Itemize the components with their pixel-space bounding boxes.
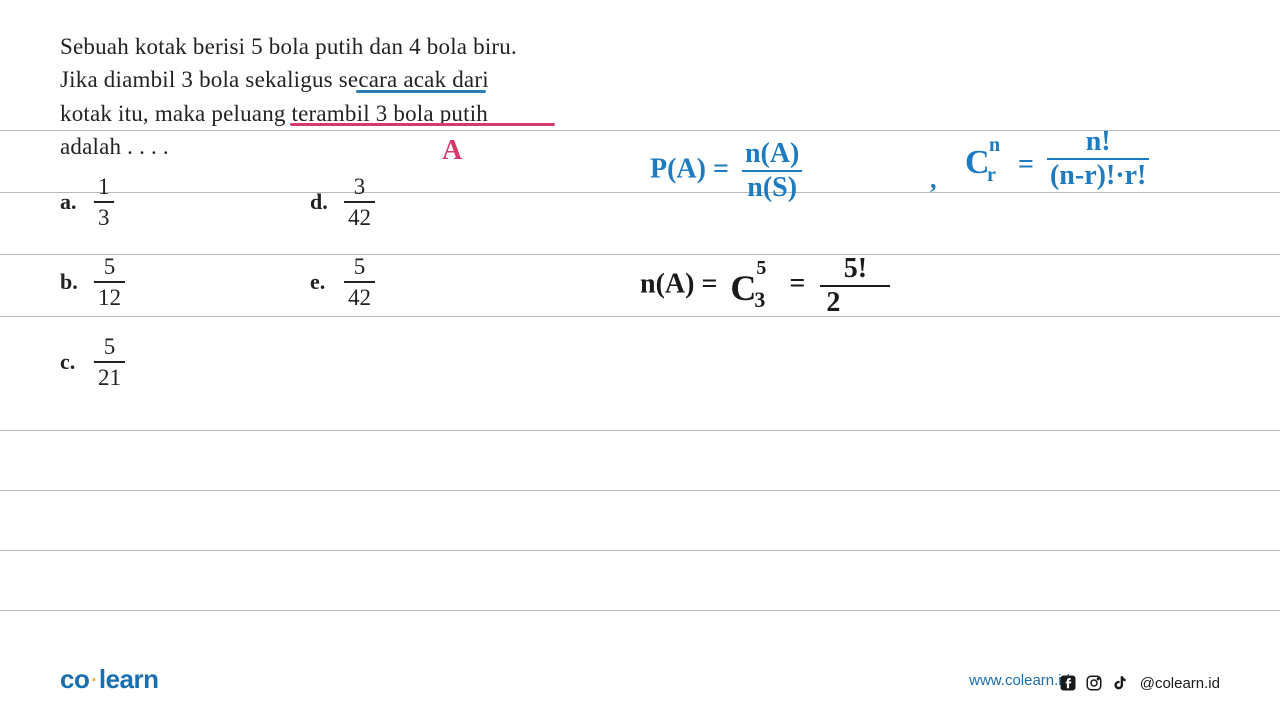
option-c-fraction: 5 21 [94, 335, 125, 389]
question-line2: Jika diambil 3 bola sekaligus secara aca… [60, 63, 580, 96]
option-a-label: a. [60, 189, 94, 215]
option-b-fraction: 5 12 [94, 255, 125, 309]
tiktok-icon [1110, 673, 1130, 693]
work-eq: = [789, 268, 805, 299]
formula-pa-fraction: n(A) n(S) [742, 140, 802, 202]
work-calculation: n(A) = C 5 3 = 5! 2 [640, 255, 890, 317]
combination-c-symbol: C n r [965, 134, 1005, 184]
facebook-icon [1058, 673, 1078, 693]
formula-comma: , [930, 165, 937, 195]
option-d: d. 3 42 [310, 175, 375, 229]
option-e-label: e. [310, 269, 344, 295]
work-fraction: 5! 2 [820, 255, 890, 317]
combination-eq: = [1018, 149, 1034, 180]
underline-red [290, 123, 555, 126]
combination-fraction: n! (n-r)!·r! [1047, 128, 1149, 190]
brand-logo: co·learn [60, 664, 159, 695]
work-lhs: n(A) = [640, 268, 717, 299]
logo-learn: learn [99, 664, 159, 694]
option-d-label: d. [310, 189, 344, 215]
social-handle: @colearn.id [1140, 675, 1220, 692]
question-line4: adalah . . . . [60, 130, 580, 163]
option-a: a. 1 3 [60, 175, 114, 229]
formula-probability: P(A) = n(A) n(S) [650, 140, 802, 202]
logo-co: co [60, 664, 89, 694]
option-c-label: c. [60, 349, 94, 375]
work-c-symbol: C 5 3 [730, 261, 774, 311]
formula-combination: C n r = n! (n-r)!·r! [965, 128, 1149, 190]
option-b: b. 5 12 [60, 255, 125, 309]
option-e-fraction: 5 42 [344, 255, 375, 309]
question-text: Sebuah kotak berisi 5 bola putih dan 4 b… [60, 30, 580, 163]
annotation-letter-a: A [442, 135, 462, 167]
formula-pa-lhs: P(A) = [650, 153, 729, 184]
option-a-fraction: 1 3 [94, 175, 114, 229]
option-c: c. 5 21 [60, 335, 125, 389]
option-e: e. 5 42 [310, 255, 375, 309]
question-line1: Sebuah kotak berisi 5 bola putih dan 4 b… [60, 30, 580, 63]
option-b-label: b. [60, 269, 94, 295]
underline-blue [356, 90, 486, 93]
option-d-fraction: 3 42 [344, 175, 375, 229]
social-links: @colearn.id [1058, 673, 1220, 693]
logo-dot: · [89, 670, 99, 690]
footer: co·learn www.colearn.id @colearn.id [0, 655, 1280, 695]
website-url: www.colearn.id [969, 672, 1070, 689]
instagram-icon [1084, 673, 1104, 693]
